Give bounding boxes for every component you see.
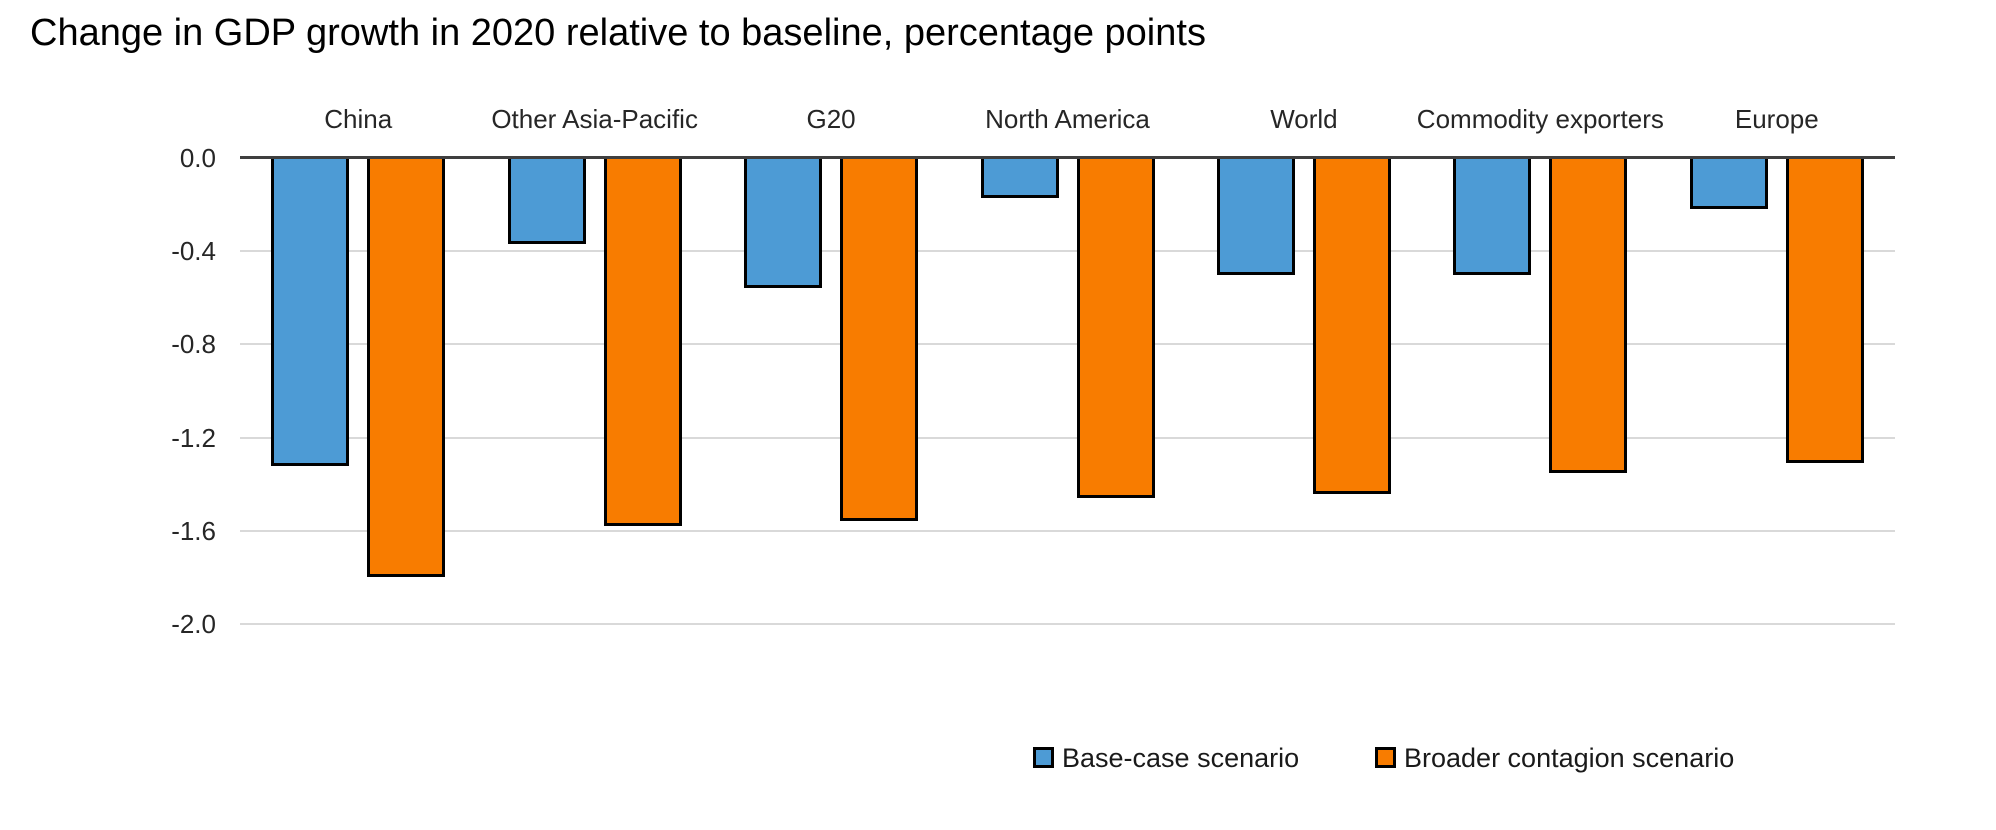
bar-broader-contagion xyxy=(840,158,918,521)
x-axis-zero-line xyxy=(240,156,1895,159)
bar-broader-contagion xyxy=(1786,158,1864,463)
bar-broader-contagion xyxy=(1549,158,1627,473)
bar-broader-contagion xyxy=(1313,158,1391,494)
y-tick-label: 0.0 xyxy=(179,143,216,173)
y-tick-label: -1.6 xyxy=(171,515,216,546)
gridline xyxy=(240,343,1895,346)
legend-label: Broader contagion scenario xyxy=(1404,743,1735,773)
bar-broader-contagion xyxy=(604,158,682,526)
y-tick-label: -2.0 xyxy=(171,609,216,639)
legend-label: Base-case scenario xyxy=(1062,743,1300,773)
bar-broader-contagion xyxy=(1077,158,1155,498)
y-tick-label: -0.4 xyxy=(171,236,216,267)
category-label: North America xyxy=(985,104,1150,134)
y-tick-label: -0.8 xyxy=(171,329,216,360)
legend-swatch-base-case xyxy=(1033,747,1054,768)
category-label: Europe xyxy=(1734,104,1819,134)
bar-base-case xyxy=(1217,158,1295,275)
gridline xyxy=(240,250,1895,253)
gridline xyxy=(240,529,1895,532)
bar-base-case xyxy=(1690,158,1768,209)
bar-base-case xyxy=(744,158,822,288)
gridline xyxy=(240,623,1895,625)
category-label: Commodity exporters xyxy=(1416,104,1664,134)
category-label: World xyxy=(1270,104,1338,134)
category-label: China xyxy=(324,104,393,134)
chart-title: Change in GDP growth in 2020 relative to… xyxy=(30,12,1206,54)
legend-swatch-broader-contagion xyxy=(1375,747,1396,768)
bar-broader-contagion xyxy=(367,158,445,577)
bar-base-case xyxy=(508,158,586,244)
category-label: Other Asia-Pacific xyxy=(491,104,698,134)
bar-base-case xyxy=(1453,158,1531,275)
bar-base-case xyxy=(271,158,349,466)
category-label: G20 xyxy=(806,104,856,134)
bar-base-case xyxy=(981,158,1059,198)
gridline xyxy=(240,436,1895,439)
y-tick-label: -1.2 xyxy=(171,422,216,453)
